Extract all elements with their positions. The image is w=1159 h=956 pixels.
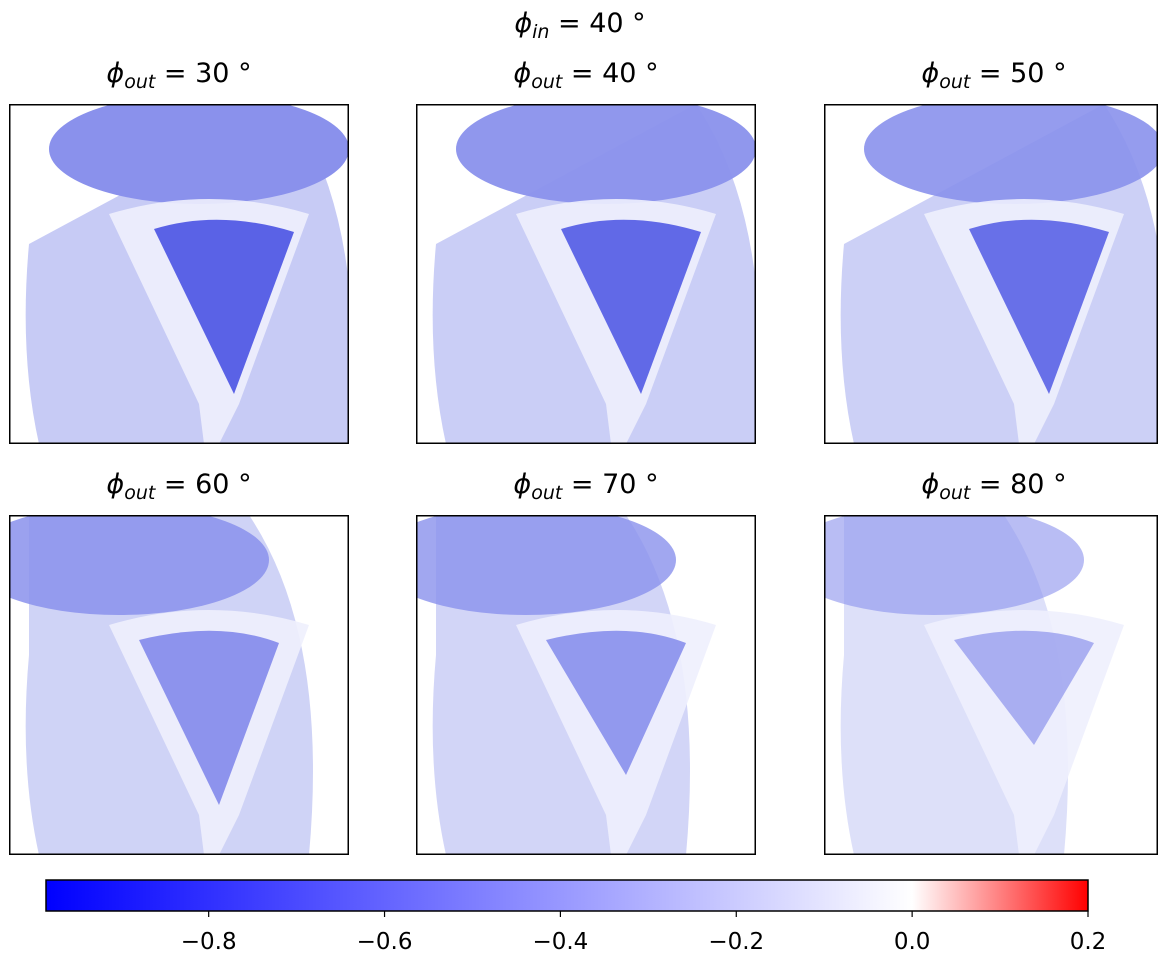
dark-region	[954, 630, 1094, 745]
title-rest: = 60 °	[155, 469, 251, 500]
panel-frame	[9, 104, 349, 444]
title-symbol: ϕ	[921, 58, 939, 89]
colorbar	[45, 879, 1089, 912]
title-subscript: out	[531, 482, 564, 504]
title-subscript: out	[124, 71, 157, 93]
dark-region	[139, 630, 279, 805]
panel-title: ϕout = 40 °	[513, 58, 658, 93]
panel-image	[824, 104, 1158, 444]
tick-label: 0.2	[1070, 929, 1107, 955]
panel-content	[416, 104, 756, 444]
panel-frame	[9, 515, 349, 855]
panel-content	[824, 104, 1158, 444]
title-symbol: ϕ	[921, 469, 939, 500]
title-symbol: ϕ	[513, 469, 531, 500]
panel-content	[9, 515, 349, 855]
upper-region	[864, 104, 1158, 204]
title-symbol: ϕ	[514, 8, 532, 39]
title-rest: = 40 °	[549, 8, 645, 39]
dark-region	[561, 219, 701, 394]
title-symbol: ϕ	[513, 58, 531, 89]
panel-title: ϕout = 60 °	[106, 469, 251, 504]
dark-region	[969, 219, 1109, 394]
upper-region	[49, 104, 349, 204]
upper-region	[824, 515, 1084, 615]
panel-image	[824, 515, 1158, 855]
panel-image	[416, 104, 756, 444]
panel-image	[9, 515, 349, 855]
panel-content	[9, 104, 349, 444]
title-subscript: out	[531, 71, 564, 93]
title-subscript: out	[124, 482, 157, 504]
panel-image	[9, 104, 349, 444]
figure-title: ϕin = 40 °	[514, 8, 645, 43]
title-subscript: in	[532, 21, 549, 43]
panel-title: ϕout = 70 °	[513, 469, 658, 504]
title-symbol: ϕ	[106, 469, 124, 500]
title-rest: = 70 °	[562, 469, 658, 500]
title-rest: = 80 °	[970, 469, 1066, 500]
tick-label: −0.8	[181, 929, 237, 955]
upper-region	[416, 515, 676, 615]
tick-label: −0.4	[532, 929, 588, 955]
dark-region	[154, 219, 294, 394]
title-subscript: out	[939, 482, 972, 504]
title-rest: = 40 °	[562, 58, 658, 89]
title-rest: = 50 °	[970, 58, 1066, 89]
title-symbol: ϕ	[106, 58, 124, 89]
title-subscript: out	[939, 71, 972, 93]
title-rest: = 30 °	[155, 58, 251, 89]
panel-title: ϕout = 30 °	[106, 58, 251, 93]
dark-region	[546, 630, 686, 775]
tick-label: 0.0	[894, 929, 931, 955]
panel-frame	[416, 104, 756, 444]
panel-image	[416, 515, 756, 855]
panel-content	[416, 515, 756, 855]
panel-frame	[416, 515, 756, 855]
panel-content	[824, 515, 1158, 855]
upper-region	[456, 104, 756, 204]
upper-region	[9, 515, 269, 615]
panel-title: ϕout = 50 °	[921, 58, 1066, 93]
panel-frame	[824, 104, 1158, 444]
panel-frame	[824, 515, 1158, 855]
tick-label: −0.6	[357, 929, 413, 955]
panel-title: ϕout = 80 °	[921, 469, 1066, 504]
tick-label: −0.2	[708, 929, 764, 955]
